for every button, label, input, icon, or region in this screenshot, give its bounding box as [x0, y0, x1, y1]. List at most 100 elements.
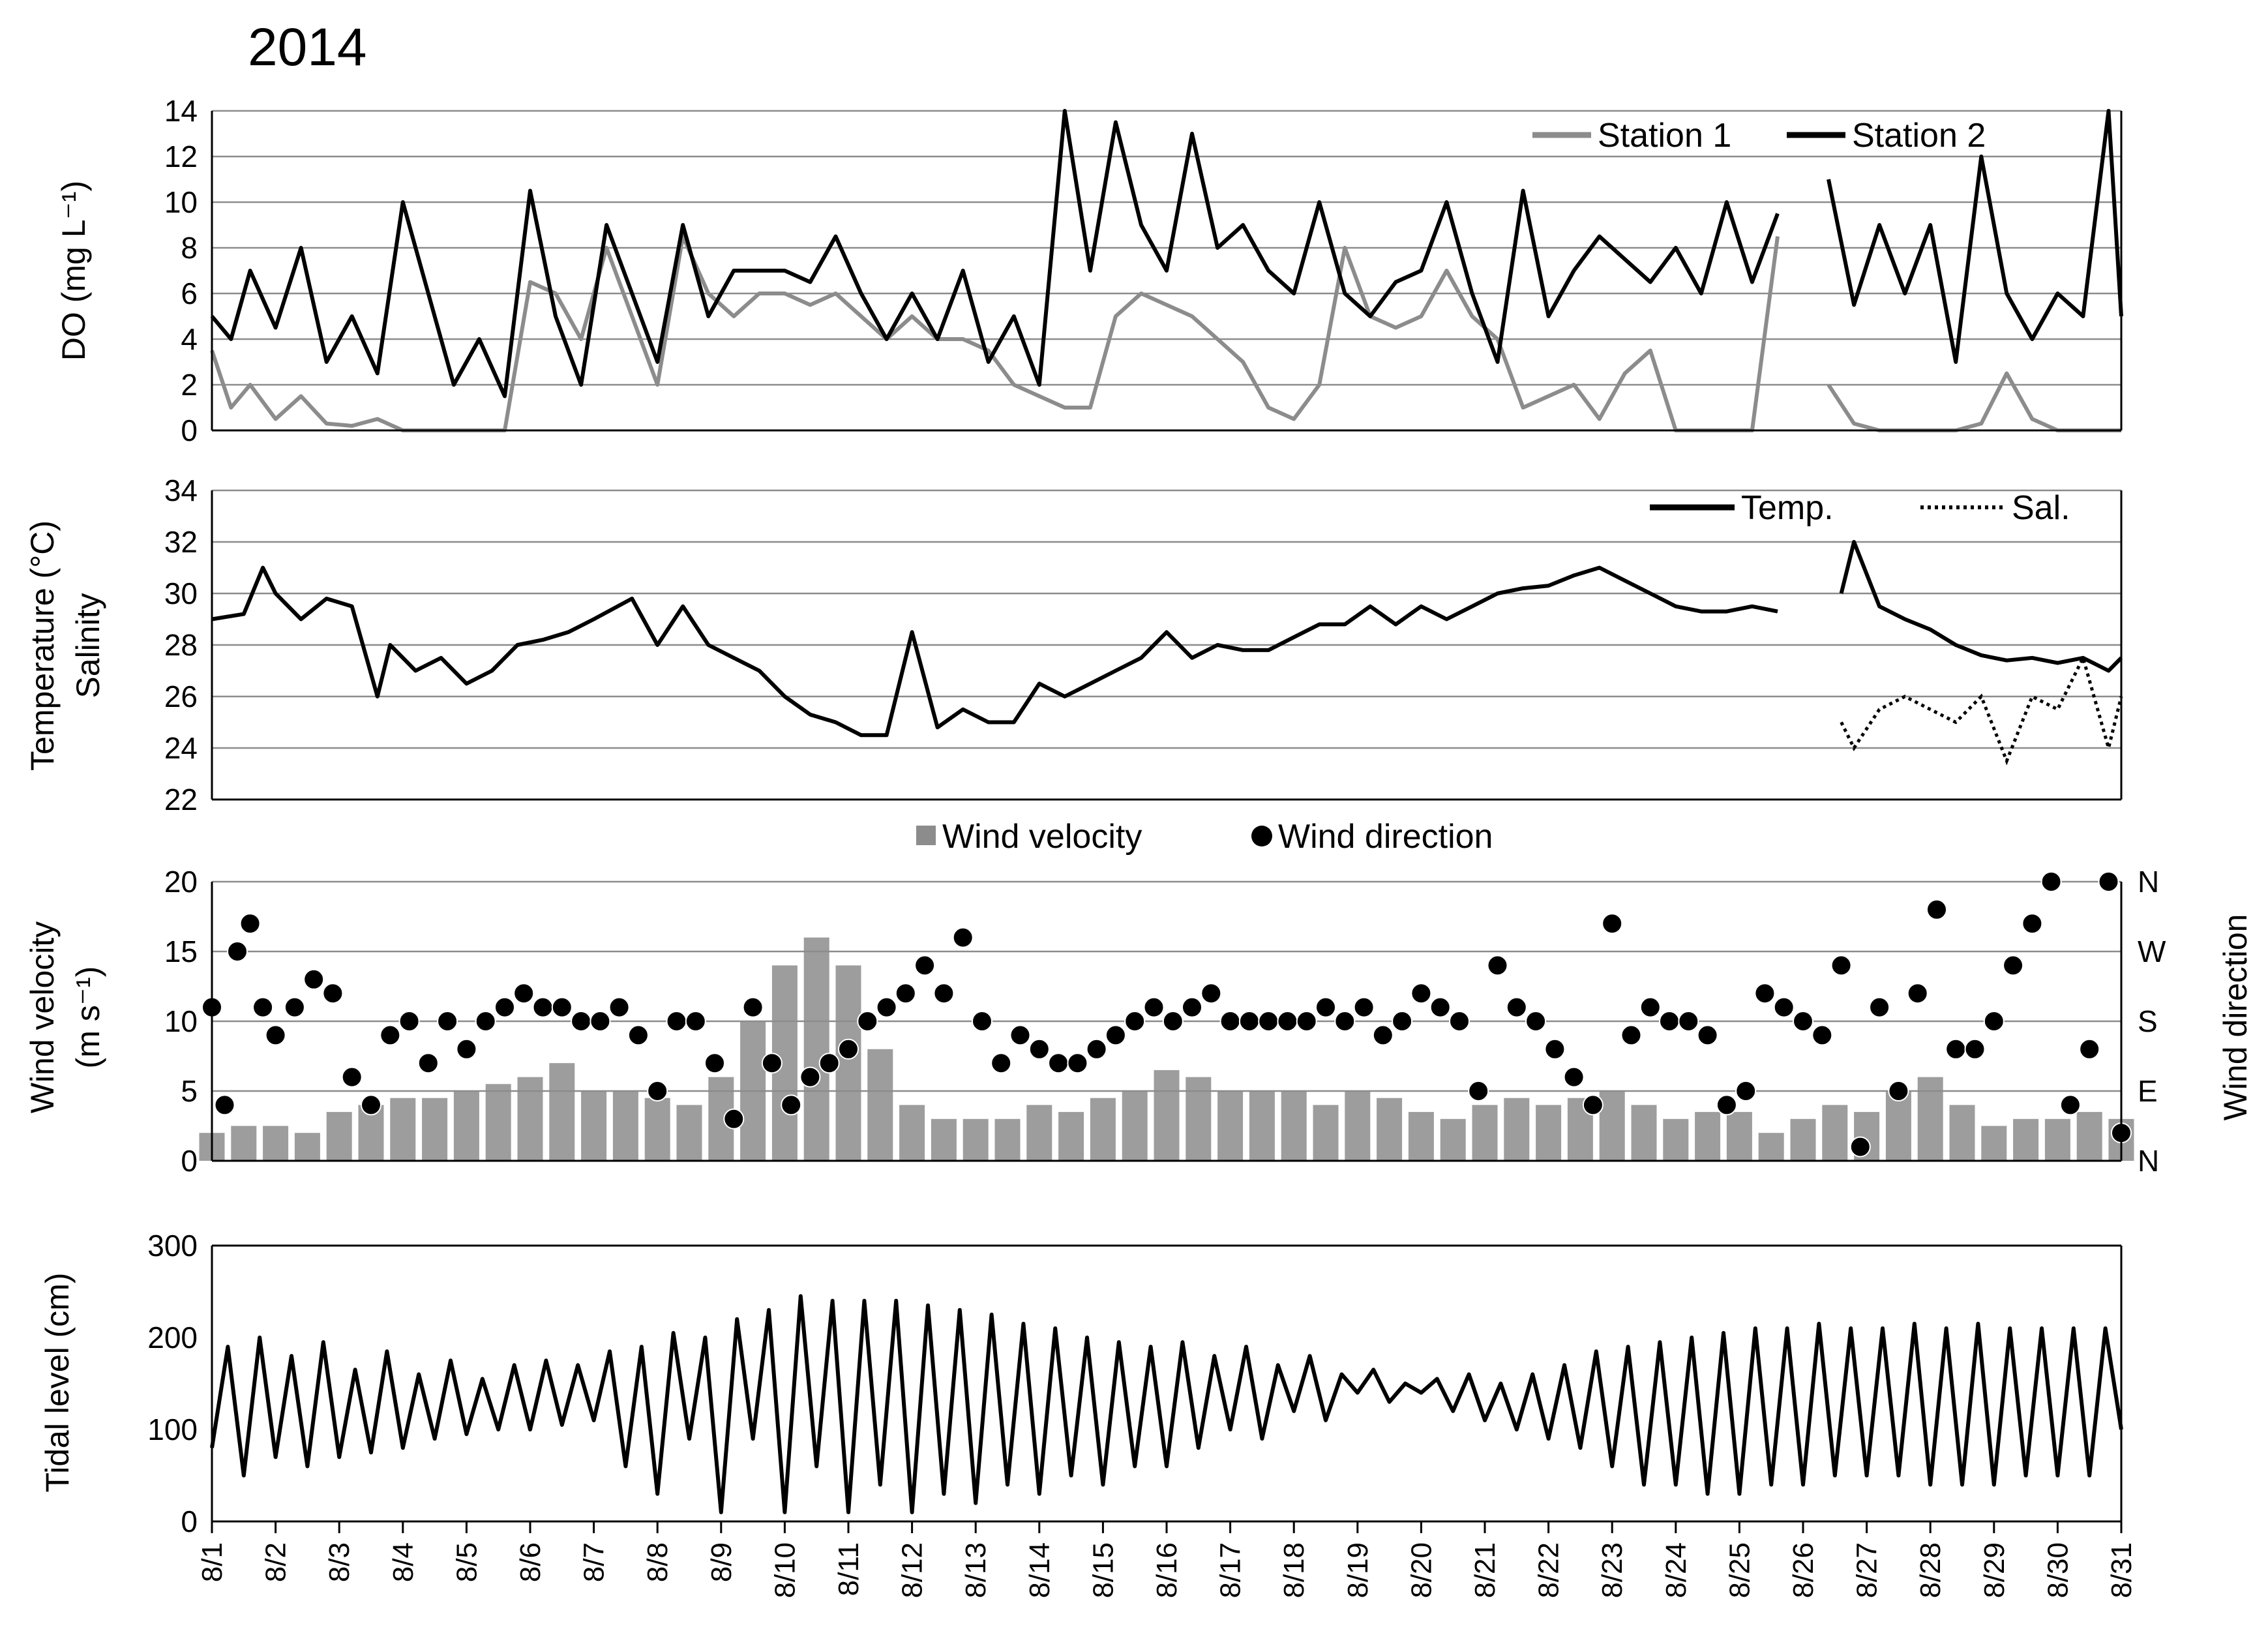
tide-y-tick: 0	[181, 1504, 198, 1538]
wind-direction-dot	[1830, 955, 1852, 976]
temp-y-axis-label: Temperature (°C)	[24, 520, 61, 771]
tide-panel: 0 100 200 300 Tidal level (cm)	[39, 1229, 2123, 1538]
wind-y-tick: 10	[164, 1004, 198, 1038]
wind-direction-y-axis-label: Wind direction	[2217, 914, 2254, 1121]
wind-direction-dot	[239, 913, 261, 935]
temp-sal-y-tick: 22	[164, 783, 198, 816]
temp-sal-series	[211, 540, 2123, 766]
wind-direction-dot	[818, 1053, 840, 1074]
wind-direction-dot	[227, 941, 248, 962]
wind-direction-dot	[704, 1053, 725, 1074]
wind-direction-dot	[303, 968, 325, 990]
sal-y-axis-label: Salinity	[70, 593, 106, 698]
wind-direction-dot	[857, 1011, 878, 1032]
wind-direction-dot	[933, 983, 955, 1004]
x-tick-label: 8/29	[1978, 1542, 2010, 1598]
wind-velocity-bar	[485, 1084, 511, 1161]
wind-direction-dot	[1277, 1011, 1298, 1032]
wind-velocity-bar	[835, 965, 861, 1161]
wind-velocity-bar	[263, 1126, 289, 1161]
wind-direction-dot	[551, 996, 573, 1018]
wind-velocity-bar	[1981, 1126, 2007, 1161]
x-tick-label: 8/30	[2042, 1542, 2074, 1598]
wind-direction-tick: N	[2138, 1144, 2159, 1178]
wind-velocity-bar	[1408, 1112, 1434, 1161]
wind-direction-dot	[380, 1025, 401, 1046]
wind-velocity-bar	[899, 1105, 925, 1161]
x-tick-label: 8/6	[515, 1542, 546, 1582]
legend-sal: Sal.	[2012, 489, 2070, 527]
x-tick-label: 8/27	[1851, 1542, 1883, 1598]
wind-direction-dot	[1869, 996, 1890, 1018]
wind-direction-dot	[1945, 1038, 1967, 1060]
wind-velocity-bar	[422, 1098, 448, 1161]
wind-velocity-bar	[740, 1021, 766, 1161]
wind-velocity-bar	[1822, 1105, 1848, 1161]
wind-direction-dot	[991, 1053, 1012, 1074]
wind-velocity-bar	[931, 1118, 957, 1161]
wind-direction-dot	[1429, 996, 1451, 1018]
wind-direction-dot	[1849, 1136, 1871, 1158]
do-y-tick: 2	[181, 368, 198, 402]
wind-direction-dot	[2022, 913, 2043, 935]
wind-direction-dot	[761, 1053, 783, 1074]
wind-velocity-bar	[581, 1091, 607, 1161]
wind-velocity-bar	[294, 1133, 320, 1161]
wind-direction-dot	[1201, 983, 1222, 1004]
wind-velocity-bar	[962, 1118, 989, 1161]
legend-station2: Station 2	[1852, 117, 1986, 155]
do-legend: Station 1 Station 2	[1532, 117, 1986, 155]
wind-velocity-bar	[549, 1063, 575, 1161]
wind-velocity-bar	[517, 1077, 543, 1161]
x-tick-label: 8/23	[1596, 1542, 1628, 1598]
wind-velocity-bar	[1504, 1098, 1530, 1161]
wind-velocity-bar	[1122, 1091, 1148, 1161]
wind-direction-dot	[2003, 955, 2024, 976]
wind-velocity-bar	[1917, 1077, 1943, 1161]
do-y-axis-label: DO (mg L⁻¹)	[55, 181, 92, 361]
x-tick-label: 8/20	[1405, 1542, 1437, 1598]
wind-direction-dot	[1238, 1011, 1260, 1032]
wind-direction-dot	[914, 955, 936, 976]
wind-direction-dot	[589, 1011, 611, 1032]
wind-direction-tick: E	[2138, 1074, 2158, 1108]
wind-direction-dot	[972, 1011, 992, 1032]
wind-direction-dot	[1678, 1011, 1699, 1032]
tide-y-tick: 200	[147, 1321, 198, 1354]
temp-sal-y-tick: 24	[164, 731, 198, 765]
wind-direction-dot	[1048, 1053, 1069, 1074]
wind-direction-dot	[1086, 1038, 1107, 1060]
x-tick-label: 8/11	[833, 1542, 865, 1596]
wind-direction-dot	[1926, 899, 1947, 920]
wind-direction-dot	[608, 996, 630, 1018]
wind-direction-dot	[2059, 1094, 2081, 1116]
x-tick-label: 8/14	[1024, 1542, 1056, 1598]
wind-y-tick-labels: 0 5 10 15 20	[164, 865, 198, 1178]
wind-y-tick: 5	[181, 1074, 198, 1108]
legend-swatch-wind-direction	[1251, 826, 1272, 846]
wind-velocity-bar	[2013, 1118, 2039, 1161]
wind-direction-dot	[1773, 996, 1795, 1018]
legend-swatch-wind-velocity	[916, 826, 936, 845]
legend-station1: Station 1	[1598, 117, 1731, 155]
x-tick-label: 8/31	[2106, 1542, 2138, 1598]
wind-direction-dot	[265, 1025, 286, 1046]
wind-direction-dot	[398, 1011, 420, 1032]
wind-direction-dot	[1009, 1025, 1031, 1046]
tide-y-tick: 300	[147, 1229, 198, 1263]
wind-direction-dot	[1315, 996, 1336, 1018]
temp-sal-panel: 22 24 26 28 30 32 34 Temperature (°C) Salinity…	[24, 473, 2123, 816]
wind-direction-dot	[1735, 1081, 1757, 1101]
wind-velocity-bar	[1949, 1105, 1975, 1161]
x-tick-label: 8/16	[1151, 1542, 1183, 1598]
do-y-tick-labels: 0 2 4 6 8 10 12 14	[164, 94, 198, 447]
do-y-tick: 0	[181, 413, 198, 447]
wind-velocity-bar	[1472, 1105, 1498, 1161]
wind-velocity-bar	[1345, 1091, 1371, 1161]
wind-direction-dot	[1028, 1038, 1050, 1060]
wind-direction-dot	[1888, 1081, 1909, 1101]
wind-direction-dot	[1639, 996, 1661, 1018]
do-y-tick: 4	[181, 322, 198, 356]
do-y-tick: 6	[181, 277, 198, 310]
wind-direction-dot	[895, 983, 916, 1004]
